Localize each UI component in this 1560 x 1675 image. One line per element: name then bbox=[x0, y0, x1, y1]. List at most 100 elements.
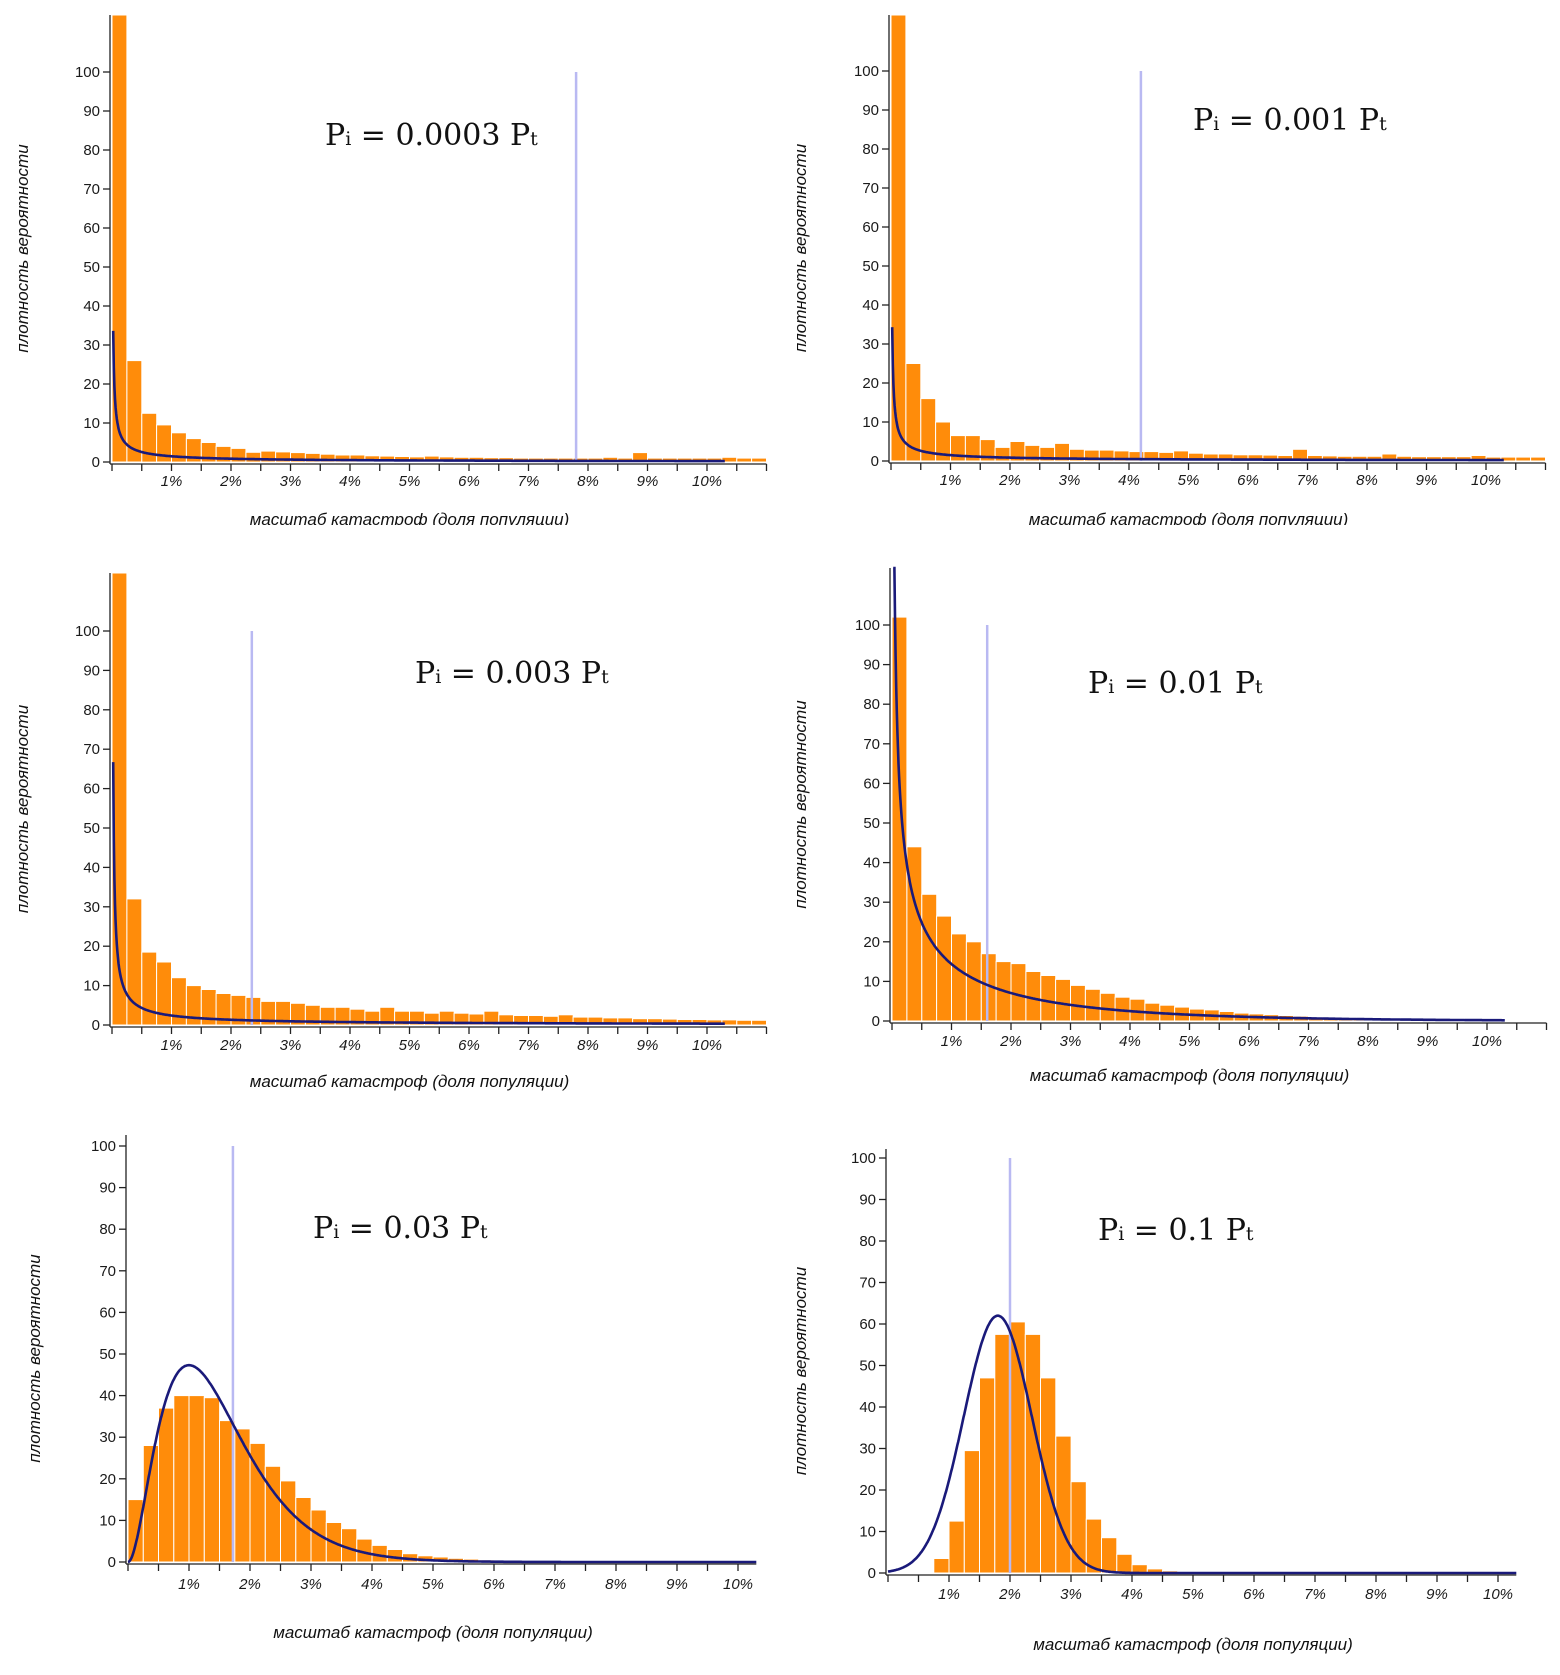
x-tick-label: 6% bbox=[458, 473, 480, 490]
histogram-bar bbox=[1102, 1538, 1117, 1573]
histogram-bar bbox=[159, 1408, 174, 1562]
y-tick-label: 80 bbox=[859, 1233, 876, 1250]
formula-text: = 0.0003 bbox=[351, 118, 510, 153]
x-axis-label: масштаб катастроф (доля популяции) bbox=[250, 1072, 570, 1091]
histogram-bar bbox=[1516, 457, 1531, 461]
histogram-bar bbox=[1531, 457, 1546, 461]
x-tick-label: 2% bbox=[998, 472, 1021, 489]
x-axis-label: масштаб катастроф (доля популяции) bbox=[1033, 1635, 1353, 1654]
y-tick-label: 50 bbox=[83, 820, 100, 837]
x-tick-label: 8% bbox=[1365, 1586, 1387, 1603]
x-tick-label: 2% bbox=[999, 1033, 1022, 1050]
histogram-bar bbox=[892, 617, 907, 1021]
x-tick-label: 7% bbox=[1297, 472, 1319, 489]
y-tick-label: 20 bbox=[99, 1471, 116, 1488]
histogram-bar bbox=[174, 1396, 189, 1562]
y-tick-label: 100 bbox=[851, 1150, 876, 1167]
y-tick-label: 30 bbox=[99, 1429, 116, 1446]
y-tick-label: 90 bbox=[99, 1180, 116, 1197]
y-axis-label: плотность вероятности bbox=[25, 1254, 44, 1463]
formula-subscript: t bbox=[1255, 676, 1263, 698]
x-tick-label: 5% bbox=[399, 1037, 421, 1054]
x-tick-label: 3% bbox=[1059, 472, 1081, 489]
x-tick-label: 7% bbox=[1304, 1586, 1326, 1603]
x-axis-label: масштаб катастроф (доля популяции) bbox=[273, 1623, 593, 1642]
histogram-bar bbox=[128, 1500, 143, 1562]
y-tick-label: 60 bbox=[99, 1304, 116, 1321]
chart-title-formula: Pi = 0.03 Pt bbox=[313, 1211, 488, 1246]
histogram-bars bbox=[919, 1322, 1224, 1573]
y-tick-label: 0 bbox=[872, 1013, 880, 1030]
y-tick-label: 80 bbox=[83, 702, 100, 719]
y-tick-label: 60 bbox=[863, 775, 880, 792]
y-axis-label: плотность вероятности bbox=[791, 143, 810, 352]
y-tick-label: 40 bbox=[99, 1388, 116, 1405]
histogram-bar bbox=[980, 1378, 995, 1573]
x-tick-label: 4% bbox=[361, 1576, 383, 1593]
formula-text: P bbox=[1359, 103, 1379, 138]
histogram-bar bbox=[737, 1020, 752, 1025]
formula-text: = 0.003 bbox=[441, 656, 581, 691]
y-tick-label: 60 bbox=[862, 219, 879, 236]
x-tick-label: 1% bbox=[941, 1033, 963, 1050]
formula-subscript: t bbox=[601, 666, 609, 688]
x-tick-label: 8% bbox=[605, 1576, 627, 1593]
x-tick-label: 10% bbox=[1483, 1586, 1513, 1603]
x-tick-label: 2% bbox=[219, 1037, 242, 1054]
x-tick-label: 6% bbox=[483, 1576, 505, 1593]
x-tick-label: 10% bbox=[723, 1576, 753, 1593]
y-tick-label: 10 bbox=[99, 1512, 116, 1529]
chart-svg: 01020304050607080901001%2%3%4%5%6%7%8%9%… bbox=[0, 1125, 770, 1670]
density-curve bbox=[113, 331, 725, 461]
y-tick-label: 30 bbox=[862, 336, 879, 353]
chart-svg: 01020304050607080901001%2%3%4%5%6%7%8%9%… bbox=[0, 560, 770, 1105]
x-tick-label: 6% bbox=[1237, 472, 1259, 489]
x-tick-label: 10% bbox=[1472, 1033, 1502, 1050]
histogram-bars bbox=[891, 15, 1546, 461]
y-axis-label: плотность вероятности bbox=[791, 1266, 810, 1475]
histogram-bar bbox=[1041, 976, 1056, 1022]
y-tick-label: 100 bbox=[91, 1138, 116, 1155]
x-tick-label: 2% bbox=[238, 1576, 261, 1593]
x-tick-label: 5% bbox=[1179, 1033, 1201, 1050]
x-tick-label: 3% bbox=[300, 1576, 322, 1593]
y-tick-label: 90 bbox=[863, 657, 880, 674]
histogram-bars bbox=[112, 15, 767, 462]
histogram-bars bbox=[128, 1396, 601, 1562]
chart-svg: 01020304050607080901001%2%3%4%5%6%7%8%9%… bbox=[778, 0, 1560, 525]
y-tick-label: 10 bbox=[83, 415, 100, 432]
y-tick-label: 40 bbox=[859, 1399, 876, 1416]
histogram-bar bbox=[752, 458, 767, 462]
y-tick-label: 70 bbox=[83, 741, 100, 758]
y-tick-label: 0 bbox=[871, 453, 879, 470]
chart-title-formula: Pi = 0.001 Pt bbox=[1193, 103, 1387, 138]
y-tick-label: 100 bbox=[75, 64, 100, 81]
chart-svg: 01020304050607080901001%2%3%4%5%6%7%8%9%… bbox=[778, 1125, 1560, 1670]
x-axis-label: масштаб катастроф (доля популяции) bbox=[1029, 510, 1349, 525]
y-axis-label: плотность вероятности bbox=[791, 700, 810, 909]
y-tick-label: 10 bbox=[863, 973, 880, 990]
x-tick-label: 10% bbox=[692, 473, 722, 490]
y-tick-label: 10 bbox=[859, 1524, 876, 1541]
formula-subscript: t bbox=[1379, 113, 1387, 135]
histogram-bar bbox=[1117, 1554, 1132, 1573]
chart-svg: 01020304050607080901001%2%3%4%5%6%7%8%9%… bbox=[778, 560, 1560, 1105]
formula-subscript: t bbox=[530, 128, 538, 150]
y-tick-label: 0 bbox=[108, 1554, 116, 1571]
formula-text: P bbox=[325, 118, 345, 153]
histogram-bar bbox=[204, 1398, 219, 1562]
formula-text: = 0.001 bbox=[1219, 103, 1359, 138]
histogram-bar bbox=[281, 1481, 296, 1562]
histogram-bar bbox=[737, 458, 752, 462]
chart-title-formula: Pi = 0.0003 Pt bbox=[325, 118, 538, 153]
y-tick-label: 10 bbox=[83, 978, 100, 995]
y-tick-label: 10 bbox=[862, 414, 879, 431]
y-tick-label: 80 bbox=[83, 142, 100, 159]
y-tick-label: 100 bbox=[854, 63, 879, 80]
histogram-bar bbox=[937, 916, 952, 1021]
y-tick-label: 70 bbox=[859, 1275, 876, 1292]
histogram-bar bbox=[949, 1521, 964, 1573]
